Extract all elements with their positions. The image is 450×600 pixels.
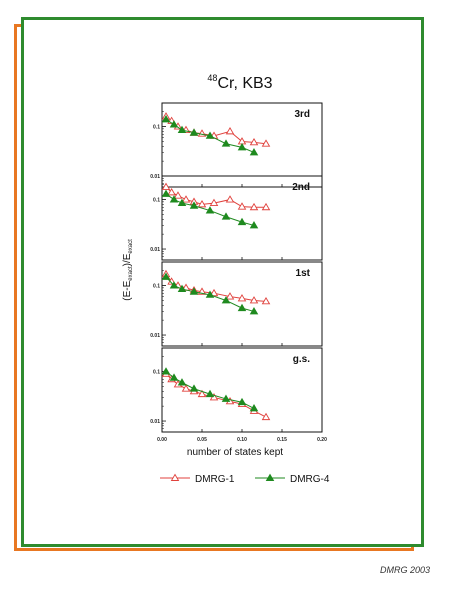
y-axis-title-sub1: exact xyxy=(128,266,134,281)
data-point-dmrg-1 xyxy=(167,187,176,196)
y-tick-label: 0.01 xyxy=(150,174,160,180)
x-tick-label: 0.10 xyxy=(237,437,247,443)
data-point-dmrg-1 xyxy=(181,384,191,392)
data-point-dmrg-4 xyxy=(205,290,215,298)
data-point-dmrg-4 xyxy=(161,189,171,197)
data-point-dmrg-1 xyxy=(249,137,259,146)
data-point-dmrg-4 xyxy=(189,201,199,209)
data-point-dmrg-4 xyxy=(221,139,231,147)
panel-1: 0.1 0.01 2nd xyxy=(150,175,323,261)
legend: DMRG-1 DMRG-4 xyxy=(160,473,330,485)
y-tick-label: 0.1 xyxy=(153,284,160,290)
data-point-dmrg-4 xyxy=(205,206,215,214)
y-tick-label: 0.01 xyxy=(150,419,160,425)
data-point-dmrg-4 xyxy=(177,284,187,293)
y-axis-title-part2: )/E xyxy=(122,253,133,266)
data-point-dmrg-4 xyxy=(189,128,199,136)
legend-label-dmrg-4: DMRG-4 xyxy=(290,474,330,485)
data-point-dmrg-4 xyxy=(189,287,199,295)
panel-label: g.s. xyxy=(293,354,310,365)
data-point-dmrg-1 xyxy=(249,202,259,211)
chart-title: 48Cr, KB3 xyxy=(207,73,272,92)
x-axis: 0.00 0.05 0.10 0.15 0.20 xyxy=(157,437,327,443)
data-point-dmrg-1 xyxy=(197,199,207,208)
y-tick-label: 0.01 xyxy=(150,247,160,253)
data-point-dmrg-4 xyxy=(161,367,171,375)
footer-text: DMRG 2003 xyxy=(379,565,430,575)
data-point-dmrg-4 xyxy=(249,148,259,156)
data-point-dmrg-4 xyxy=(237,397,247,406)
x-tick-label: 0.20 xyxy=(317,437,327,443)
data-point-dmrg-4 xyxy=(161,272,171,280)
data-point-dmrg-1 xyxy=(261,296,271,305)
y-axis-title-part1: (E-E xyxy=(122,280,133,300)
data-point-dmrg-1 xyxy=(161,182,171,190)
data-point-dmrg-4 xyxy=(237,303,247,312)
data-point-dmrg-4 xyxy=(205,389,215,398)
data-point-dmrg-1 xyxy=(225,292,235,300)
legend-label-dmrg-1: DMRG-1 xyxy=(195,474,235,485)
data-point-dmrg-4 xyxy=(177,198,187,207)
data-point-dmrg-1 xyxy=(197,389,207,398)
y-axis-title: (E-Eexact)/Eexact xyxy=(122,239,134,301)
data-point-dmrg-1 xyxy=(261,202,271,211)
title-main: Cr, KB3 xyxy=(217,75,272,92)
data-point-dmrg-1 xyxy=(261,412,271,421)
data-point-dmrg-4 xyxy=(221,296,231,304)
data-point-dmrg-1 xyxy=(261,139,271,147)
y-tick-label: 0.1 xyxy=(153,125,160,131)
data-point-dmrg-1 xyxy=(225,195,235,203)
data-point-dmrg-4 xyxy=(169,195,179,203)
data-point-dmrg-4 xyxy=(169,373,179,381)
data-point-dmrg-4 xyxy=(249,404,259,412)
panel-label: 3rd xyxy=(294,109,310,120)
panel-2: 0.1 0.01 1st xyxy=(150,261,323,347)
y-tick-label: 0.1 xyxy=(153,370,160,376)
data-point-dmrg-4 xyxy=(177,125,187,134)
data-point-dmrg-1 xyxy=(181,195,191,203)
data-point-dmrg-1 xyxy=(237,202,247,210)
data-point-dmrg-4 xyxy=(205,131,215,139)
x-tick-label: 0.15 xyxy=(277,437,287,443)
data-point-dmrg-1 xyxy=(173,191,183,199)
title-superscript: 48 xyxy=(207,73,217,83)
data-point-dmrg-4 xyxy=(237,142,247,151)
data-point-dmrg-1 xyxy=(237,294,247,302)
data-point-dmrg-4 xyxy=(249,221,259,229)
data-point-dmrg-4 xyxy=(189,384,199,392)
data-point-dmrg-4 xyxy=(221,212,231,220)
data-point-dmrg-1 xyxy=(209,198,219,207)
legend-marker-dmrg-4 xyxy=(265,473,275,481)
panels-group: 0.1 0.01 3rd 0.1 0.01 2nd 0.1 0.01 1st 0.1 0.01 g.s… xyxy=(150,102,323,433)
data-point-dmrg-4 xyxy=(169,281,179,289)
legend-marker-dmrg-1 xyxy=(170,473,180,481)
panel-0: 0.1 0.01 3rd xyxy=(150,102,323,188)
y-axis-title-sub2: exact xyxy=(128,239,134,254)
x-axis-title: number of states kept xyxy=(187,447,283,458)
data-point-dmrg-1 xyxy=(225,126,235,135)
data-point-dmrg-4 xyxy=(237,217,247,226)
data-point-dmrg-4 xyxy=(161,114,171,123)
data-point-dmrg-4 xyxy=(221,394,231,402)
data-point-dmrg-4 xyxy=(177,378,187,386)
x-tick-label: 0.05 xyxy=(197,437,207,443)
green-frame xyxy=(21,17,424,547)
y-tick-label: 0.1 xyxy=(153,198,160,204)
y-tick-label: 0.01 xyxy=(150,333,160,339)
data-point-dmrg-4 xyxy=(249,307,259,315)
data-point-dmrg-4 xyxy=(169,120,179,128)
data-point-dmrg-1 xyxy=(249,296,259,304)
x-tick-label: 0.00 xyxy=(157,437,167,443)
panel-label: 2nd xyxy=(292,182,310,193)
panel-3: 0.1 0.01 g.s. xyxy=(150,347,323,433)
panel-label: 1st xyxy=(296,268,311,279)
